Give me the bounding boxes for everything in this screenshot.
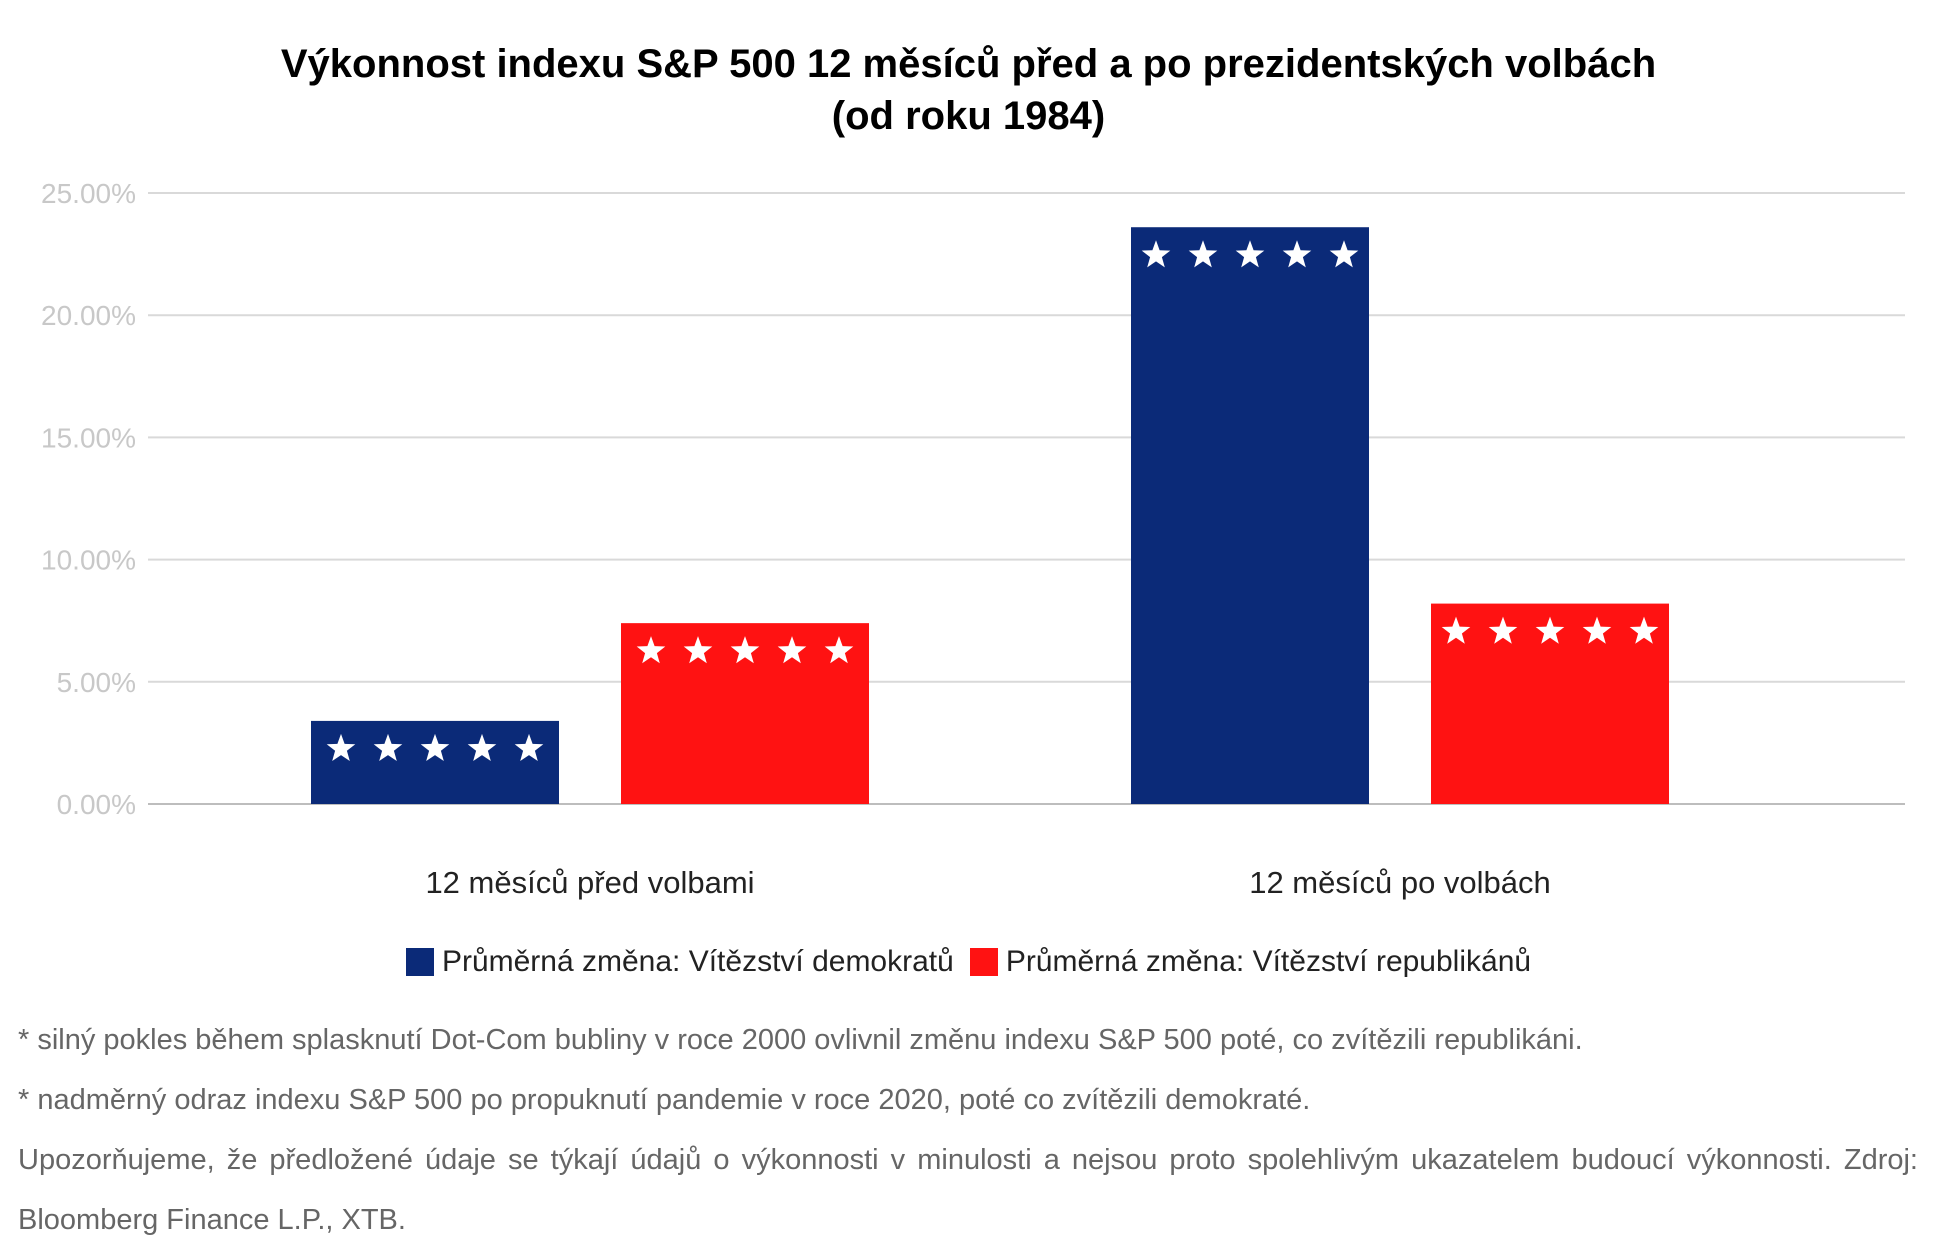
star-icon [373,733,403,761]
star-icon [514,733,544,761]
bar-democrats-0 [311,720,559,804]
bar-chart: 0.00% 5.00% 10.00% 15.00% 20.00% 25.00% 12 měs… [41,178,1905,900]
chart-title-line-2: (od roku 1984) [831,94,1106,138]
star-icon [1188,240,1218,268]
legend-label-democrats: Průměrná změna: Vítězství demokratů [441,945,954,978]
chart-legend: Průměrná změna: Vítězství demokratů Prům… [0,945,1937,979]
footnote-dotcom: * silný pokles během splasknutí Dot-Com … [18,1024,1583,1056]
x-category-label: 12 měsíců po volbách [1249,865,1551,900]
legend-item-democrats: Průměrná změna: Vítězství demokratů [405,945,954,979]
star-icon [683,636,713,664]
y-tick-label: 10.00% [41,545,136,576]
bar-democrats-1 [1131,227,1369,804]
footnote-pandemic: * nadměrný odraz indexu S&P 500 po propu… [18,1084,1311,1116]
y-tick-label: 0.00% [57,789,136,820]
legend-item-republicans: Průměrná změna: Vítězství republikánů [969,945,1532,979]
star-icon [777,636,807,664]
chart-title: Výkonnost indexu S&P 500 12 měsíců před … [0,38,1937,142]
star-icon [420,733,450,761]
star-icon [1141,240,1171,268]
x-category-label: 12 měsíců před volbami [425,865,754,900]
star-icon [467,733,497,761]
disclaimer-text: Upozorňujeme, že předložené údaje se týk… [18,1144,1918,1236]
legend-swatch-democrats [405,948,434,976]
star-icon [1582,616,1612,644]
footnotes: * silný pokles během splasknutí Dot-Com … [18,1010,1918,1250]
y-tick-label: 25.00% [41,178,136,209]
star-icon [326,733,356,761]
star-icon [1488,616,1518,644]
star-icon [636,636,666,664]
star-icon [1535,616,1565,644]
star-icon [824,636,854,664]
star-icon [1282,240,1312,268]
legend-swatch-republicans [969,948,998,976]
y-tick-label: 15.00% [41,422,136,453]
y-tick-label: 20.00% [41,300,136,331]
star-icon [1235,240,1265,268]
star-icon [1329,240,1359,268]
legend-label-republicans: Průměrná změna: Vítězství republikánů [1005,945,1532,978]
y-tick-label: 5.00% [57,667,136,698]
chart-title-line-1: Výkonnost indexu S&P 500 12 měsíců před … [280,42,1657,86]
star-icon [1629,616,1659,644]
star-icon [730,636,760,664]
star-icon [1441,616,1471,644]
